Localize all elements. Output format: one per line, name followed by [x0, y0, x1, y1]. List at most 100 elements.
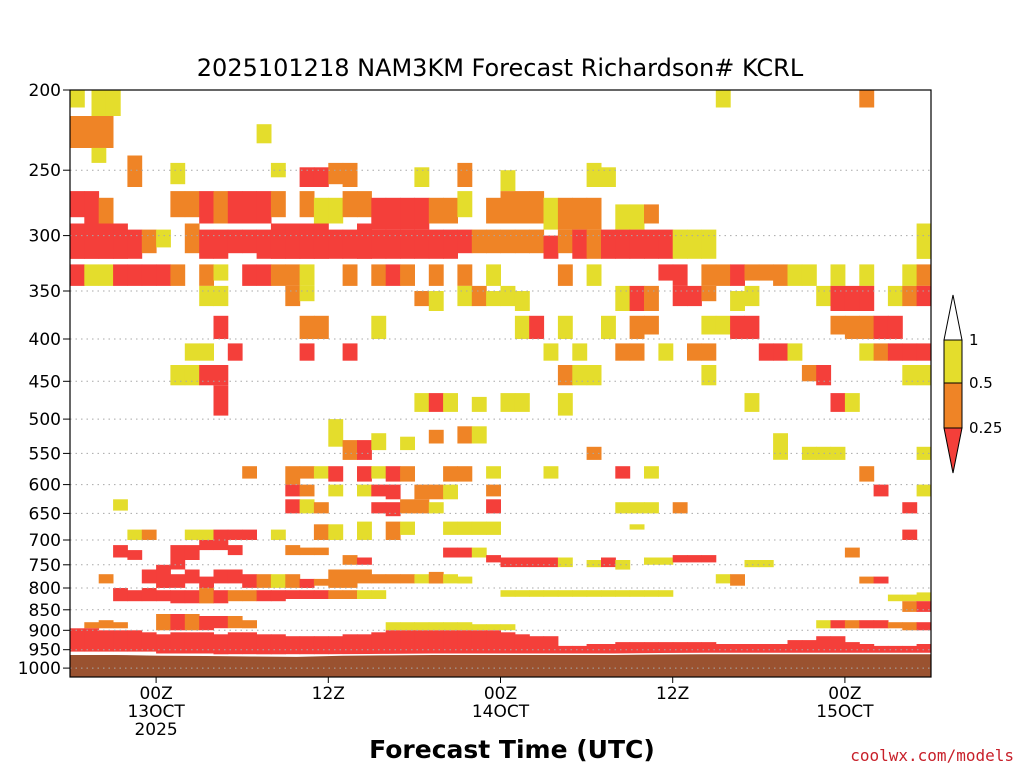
ri-cell [70, 264, 85, 286]
ri-cell [299, 191, 315, 218]
ri-cell [227, 545, 243, 556]
ri-cell [629, 229, 645, 259]
ri-cell [629, 315, 645, 339]
ri-cell [773, 433, 788, 460]
richardson-cells [70, 90, 931, 655]
ri-cell [199, 588, 214, 604]
ri-cell [385, 574, 401, 584]
ri-cell [873, 645, 889, 655]
ri-cell [457, 576, 473, 584]
ri-cell [156, 634, 171, 654]
ri-cell [400, 574, 415, 584]
ri-cell [256, 191, 272, 224]
y-tick-label: 200 [29, 81, 61, 101]
ri-cell [787, 264, 803, 286]
ri-cell [486, 630, 501, 655]
ri-cell [256, 264, 272, 286]
ri-cell [84, 116, 100, 148]
ri-cell [715, 264, 731, 286]
ri-cell [84, 622, 100, 629]
surface-line [70, 652, 931, 657]
colorbar-legend: 1 0.5 0.25 [943, 294, 1002, 474]
ri-cell [902, 285, 918, 307]
ri-cell [385, 229, 401, 259]
ri-cell [486, 521, 501, 535]
credit-text[interactable]: coolwx.com/models [850, 746, 1014, 765]
ri-cell [744, 315, 760, 339]
ri-cell [629, 343, 645, 361]
ri-cell [400, 229, 415, 259]
ri-cell [514, 557, 530, 568]
ri-cell [543, 343, 559, 361]
ri-cell [328, 569, 344, 588]
ri-cell [672, 285, 688, 307]
ri-cell [887, 343, 903, 361]
ri-cell [529, 590, 545, 597]
ri-cell [730, 574, 745, 586]
ri-cell [170, 590, 186, 604]
x-tick-label: 2025 [134, 720, 177, 740]
ri-cell [199, 576, 214, 588]
ri-cell [184, 529, 200, 540]
ri-cell [844, 315, 860, 339]
ri-cell [844, 642, 860, 655]
ri-cell [98, 620, 114, 629]
x-tick-label: 15OCT [816, 702, 874, 722]
ri-cell [916, 264, 931, 286]
ri-cell [443, 393, 458, 412]
ri-cell [285, 545, 301, 556]
x-tick-label: 12Z [312, 684, 345, 704]
ri-cell [830, 636, 846, 655]
ri-cell [457, 426, 473, 444]
ri-cell [299, 499, 315, 514]
ri-cell [227, 191, 243, 224]
ri-cell [443, 197, 458, 224]
ri-cell [285, 223, 301, 259]
ri-cell [170, 545, 186, 570]
ri-cell [457, 229, 473, 254]
ri-cell [285, 636, 301, 655]
ri-cell [658, 343, 674, 361]
ri-cell [127, 630, 143, 652]
ri-cell [916, 601, 931, 612]
ri-cell [873, 315, 889, 339]
ri-cell [156, 590, 171, 602]
ri-cell [199, 365, 214, 386]
ri-cell [615, 502, 631, 514]
y-tick-label: 550 [29, 444, 61, 464]
ri-cell [299, 285, 315, 302]
y-tick-label: 650 [29, 504, 61, 524]
ri-cell [328, 590, 344, 599]
ri-cell [457, 622, 473, 631]
ri-cell [385, 197, 401, 230]
ri-cell [98, 630, 114, 652]
ri-cell [543, 235, 559, 259]
ri-cell [70, 116, 85, 148]
ri-cell [113, 630, 128, 652]
ri-cell [715, 574, 731, 584]
x-tick-label: 14OCT [472, 702, 530, 722]
ri-cell [586, 264, 602, 286]
ri-cell [400, 197, 415, 230]
ri-cell [529, 315, 545, 339]
ri-cell [371, 502, 387, 514]
ri-cell [400, 466, 415, 482]
ri-cell [357, 557, 372, 565]
ri-cell [213, 285, 229, 307]
x-tick-label: 12Z [656, 684, 689, 704]
legend-swatch-025-05 [943, 382, 963, 429]
ri-cell [357, 466, 372, 482]
ri-cell [184, 191, 200, 218]
ri-cell [127, 529, 143, 540]
ri-cell [428, 291, 444, 311]
ri-cell [414, 291, 430, 307]
ri-cell [715, 90, 731, 108]
ri-cell [400, 499, 415, 514]
ri-cell [916, 365, 931, 386]
ri-cell [184, 223, 200, 254]
ri-cell [342, 191, 358, 218]
ri-cell [658, 590, 674, 597]
ri-cell [887, 622, 903, 629]
ri-cell [601, 167, 616, 187]
ri-cell [371, 229, 387, 259]
